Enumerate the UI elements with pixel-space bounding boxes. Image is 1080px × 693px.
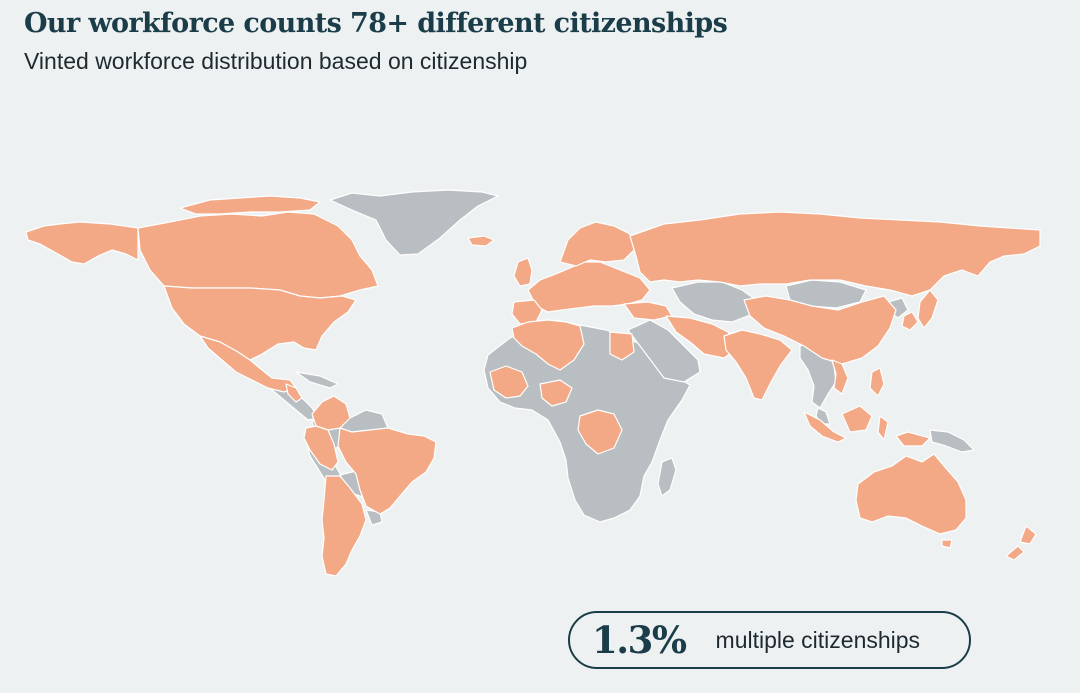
usa-region (163, 285, 357, 361)
tasmania-region (941, 539, 953, 549)
iceland-region (467, 235, 495, 247)
world-map (25, 189, 1041, 577)
central-asia-region (671, 281, 757, 323)
iberia-region (511, 299, 543, 325)
greenland-region (329, 189, 499, 256)
dr-congo-region (577, 409, 623, 455)
new-guinea-region (929, 429, 975, 453)
peru-region (303, 425, 339, 471)
russia-region (629, 211, 1041, 297)
north-africa-region (511, 319, 585, 371)
page-title: Our workforce counts 78+ different citiz… (24, 8, 728, 39)
uk-ireland-region (513, 257, 533, 287)
alaska-region (25, 221, 139, 265)
arabia-region (627, 319, 701, 383)
egypt-region (609, 331, 635, 361)
madagascar-region (657, 457, 677, 497)
new-zealand-region (1005, 525, 1037, 561)
china-region (743, 295, 897, 365)
philippines-region (869, 367, 885, 397)
vietnam-region (831, 359, 849, 395)
indonesia-region (803, 405, 931, 447)
multiple-citizenships-stat: 1.3% multiple citizenships (568, 611, 971, 669)
page-subtitle: Vinted workforce distribution based on c… (24, 48, 528, 74)
stat-value: 1.3% (592, 618, 687, 662)
stat-label: multiple citizenships (715, 626, 921, 653)
west-africa-region (489, 365, 529, 399)
caribbean-region (295, 371, 339, 389)
central-america-orange-region (285, 383, 303, 403)
nigeria-region (539, 379, 573, 407)
map-regions-orange (25, 195, 1041, 577)
australia-region (855, 453, 967, 535)
brazil-region (337, 427, 437, 515)
india-region (723, 329, 793, 401)
argentina-chile-region (321, 475, 367, 577)
arctic-islands-region (179, 195, 321, 215)
canada-region (137, 211, 379, 299)
korea-japan-region (901, 289, 939, 331)
europe-region (527, 261, 651, 313)
scandinavia-region (559, 221, 635, 267)
turkey-region (623, 301, 673, 321)
